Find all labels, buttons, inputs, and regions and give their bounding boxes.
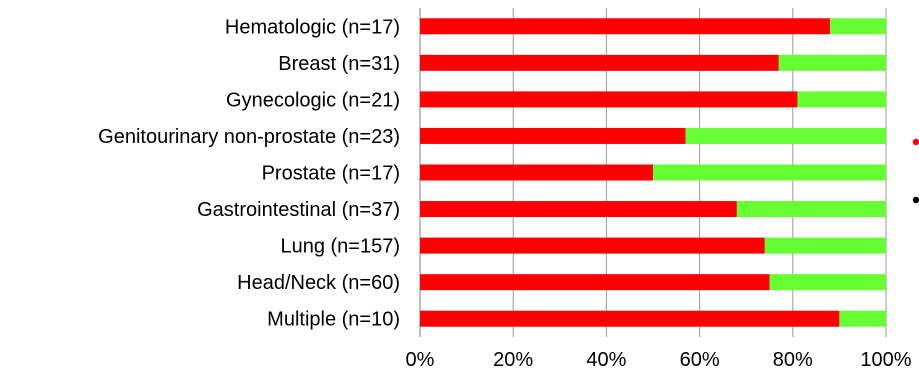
bar-segment-series-1 bbox=[420, 237, 765, 254]
x-tick-labels: 0% 20% 40% 60% 80% 100% bbox=[406, 349, 912, 371]
bar-segment-series-1 bbox=[420, 164, 653, 181]
bar-segment-series-2 bbox=[769, 274, 886, 291]
category-label: Lung (n=157) bbox=[280, 236, 400, 258]
category-label: Head/Neck (n=60) bbox=[237, 272, 400, 294]
legend-marker-dot bbox=[912, 138, 919, 146]
category-label: Prostate (n=17) bbox=[262, 163, 400, 185]
bar-segment-series-1 bbox=[420, 310, 840, 327]
bar-segment-series-2 bbox=[830, 18, 886, 35]
category-label: Multiple (n=10) bbox=[267, 309, 400, 331]
category-label: Gynecologic (n=21) bbox=[226, 89, 400, 111]
x-tick-label: 60% bbox=[680, 349, 720, 371]
bars bbox=[420, 18, 886, 327]
bar-segment-series-1 bbox=[420, 274, 770, 291]
bar-segment-series-1 bbox=[420, 91, 798, 108]
category-label: Genitourinary non-prostate (n=23) bbox=[98, 126, 400, 148]
bar-segment-series-1 bbox=[420, 201, 737, 218]
bar-segment-series-2 bbox=[839, 310, 886, 327]
bar-segment-series-1 bbox=[420, 127, 686, 144]
bar-segment-series-1 bbox=[420, 54, 779, 71]
category-label: Hematologic (n=17) bbox=[225, 16, 400, 38]
category-label: Breast (n=31) bbox=[278, 53, 400, 75]
x-tick-label: 0% bbox=[406, 349, 435, 371]
bar-segment-series-1 bbox=[420, 18, 831, 35]
category-labels: Hematologic (n=17) Breast (n=31) Gynecolog… bbox=[98, 16, 400, 330]
bar-segment-series-2 bbox=[685, 127, 886, 144]
x-tick-label: 100% bbox=[860, 349, 911, 371]
category-label: Gastrointestinal (n=37) bbox=[197, 199, 400, 221]
x-tick-label: 40% bbox=[586, 349, 626, 371]
bar-segment-series-2 bbox=[764, 237, 886, 254]
legend-marker-dot bbox=[912, 196, 919, 204]
bar-segment-series-2 bbox=[653, 164, 886, 181]
legend-markers bbox=[912, 138, 919, 204]
bar-segment-series-2 bbox=[797, 91, 886, 108]
x-tick-label: 80% bbox=[773, 349, 813, 371]
bar-segment-series-2 bbox=[736, 201, 886, 218]
x-tick-label: 20% bbox=[493, 349, 533, 371]
bar-segment-series-2 bbox=[778, 54, 886, 71]
